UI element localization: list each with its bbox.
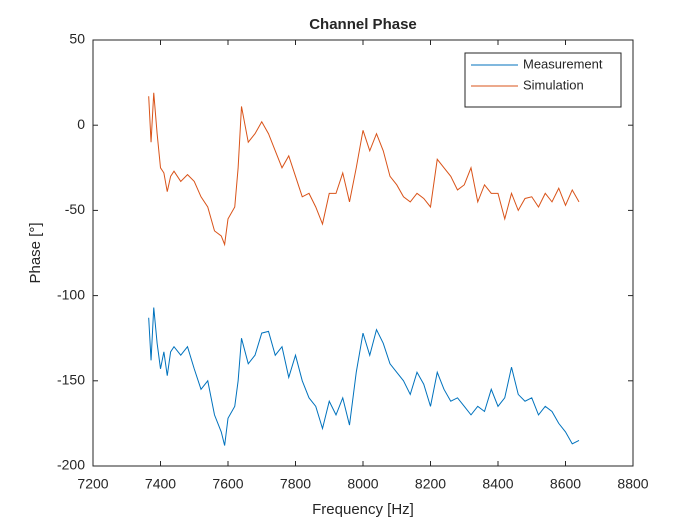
x-tick-label: 8200	[415, 476, 446, 492]
data-line	[148, 92, 580, 247]
data-line	[148, 307, 580, 446]
y-tick-label: 0	[77, 116, 85, 132]
chart-title: Channel Phase	[309, 16, 417, 33]
y-tick-label: -200	[57, 457, 85, 473]
x-tick-label: 8600	[550, 476, 581, 492]
y-tick-label: -50	[65, 201, 85, 217]
x-tick-label: 8000	[347, 476, 378, 492]
x-axis-label: Frequency [Hz]	[312, 501, 414, 518]
x-tick-label: 7600	[212, 476, 243, 492]
x-tick-label: 8400	[482, 476, 513, 492]
legend-box	[464, 52, 622, 108]
plot-frame	[92, 39, 634, 467]
x-tick-label: 7200	[77, 476, 108, 492]
x-tick-label: 7800	[280, 476, 311, 492]
y-axis-label: Phase [°]	[27, 222, 44, 283]
x-tick-label: 8800	[617, 476, 648, 492]
y-tick-label: 50	[69, 31, 85, 47]
legend-label: Measurement	[523, 56, 603, 71]
x-tick-label: 7400	[145, 476, 176, 492]
legend-label: Simulation	[523, 77, 584, 92]
y-tick-label: -100	[57, 286, 85, 302]
y-tick-label: -150	[57, 372, 85, 388]
